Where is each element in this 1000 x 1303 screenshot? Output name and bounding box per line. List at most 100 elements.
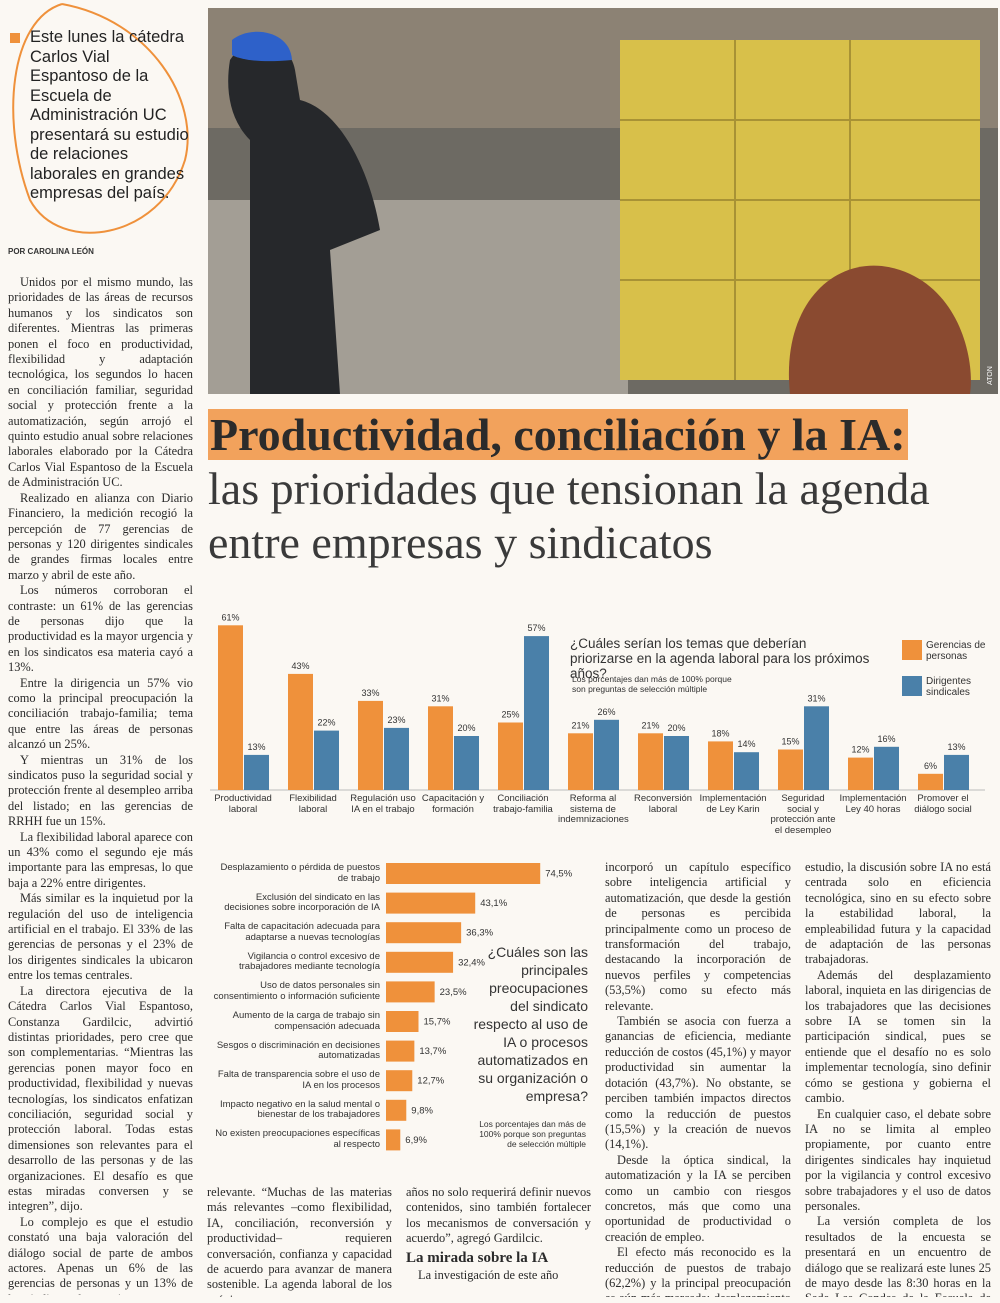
- value-label: 61%: [221, 612, 239, 622]
- bar: [386, 951, 454, 973]
- value-label: 33%: [361, 688, 379, 698]
- bar: [594, 719, 619, 790]
- bar: [874, 746, 899, 790]
- paragraph: Desde la óptica sindical, la automatizac…: [605, 1152, 791, 1244]
- paragraph: Y mientras un 31% de los sindicatos puso…: [8, 752, 193, 829]
- byline: POR CAROLINA LEÓN: [8, 247, 94, 256]
- paragraph: La flexibilidad laboral aparece con un 4…: [8, 829, 193, 890]
- lead-bullet: [10, 33, 20, 43]
- x-tick-label: Reconversión laboral: [633, 793, 693, 815]
- chart-note: Los porcentajes dan más de 100% porque s…: [572, 674, 732, 694]
- paragraph: La investigación de este año: [418, 1268, 559, 1283]
- paragraph: En cualquier caso, el debate sobre IA no…: [805, 1106, 991, 1213]
- column: relevante. “Muchas de las materias más r…: [207, 1185, 392, 1297]
- bar: [386, 1070, 413, 1092]
- y-tick-label: Sesgos o discriminación en decisiones au…: [216, 1039, 380, 1062]
- value-label: 14%: [737, 739, 755, 749]
- y-tick-label: Falta de transparencia sobre el uso de I…: [217, 1069, 380, 1091]
- x-tick-label: Flexibilidad laboral: [289, 793, 337, 815]
- paragraph: Más similar es la inquietud por la regul…: [8, 891, 193, 983]
- bar: [386, 1099, 407, 1121]
- bar-chart: 61% 43% 33% 31% 25% 21% 21% 18% 15% 12% 6% 13% 22% 23…: [210, 600, 995, 845]
- value-label: 15%: [781, 737, 799, 747]
- bar: [638, 733, 663, 790]
- y-tick-label: Vigilancia o control excesivo de trabaja…: [238, 950, 380, 973]
- x-tick-label: Seguridad social y protección ante el de…: [770, 793, 836, 836]
- legend-label: Gerencias de personas: [926, 640, 986, 662]
- bar: [386, 1040, 415, 1062]
- y-tick-label: No existen preocupaciones específicas al…: [215, 1128, 380, 1150]
- chart-title: ¿Cuáles serían los temas que deberían pr…: [570, 636, 870, 681]
- value-label: 20%: [667, 723, 685, 733]
- hbar-chart: 74,5% 43,1% 36,3% 32,4% 23,5% 15,7% 13,7% 12,7%…: [210, 855, 600, 1165]
- bar: [314, 730, 339, 790]
- value-label: 20%: [457, 723, 475, 733]
- bar: [386, 863, 541, 884]
- value-label: 21%: [571, 720, 589, 730]
- headline: Productividad, conciliación y la IA: las…: [208, 408, 998, 570]
- paragraph: La versión completa de los resultados de…: [805, 1214, 991, 1297]
- value-label: 12,7%: [417, 1076, 444, 1087]
- paragraph: Unidos por el mismo mundo, las prioridad…: [8, 275, 193, 490]
- bar: [386, 981, 435, 1003]
- bar: [848, 757, 873, 790]
- x-tick-label: Implementación Ley 40 horas: [839, 793, 907, 815]
- value-label: 23,5%: [440, 987, 467, 998]
- y-tick-label: Exclusión del sindicato en las decisione…: [224, 891, 380, 914]
- bar: [454, 736, 479, 790]
- bar: [944, 754, 969, 790]
- y-tick-label: Falta de capacitación adecuada para adap…: [224, 921, 380, 943]
- value-label: 74,5%: [545, 869, 572, 880]
- bar: [386, 1129, 401, 1151]
- y-tick-label: Aumento de la carga de trabajo sin compe…: [232, 1010, 380, 1032]
- column: años no solo requerirá definir nuevos co…: [406, 1185, 591, 1297]
- bar: [386, 892, 476, 914]
- value-label: 18%: [711, 728, 729, 738]
- column: estudio, la discusión sobre IA no está c…: [805, 860, 991, 1297]
- bar: [804, 706, 829, 790]
- bar: [568, 733, 593, 790]
- paragraph: La directora ejecutiva de la Cátedra Car…: [8, 983, 193, 1214]
- lead: Este lunes la cátedra Carlos Vial Espant…: [30, 28, 189, 202]
- value-label: 31%: [431, 693, 449, 703]
- x-tick-label: Reforma al sistema de indemnizaciones: [558, 793, 629, 825]
- plot: 61% 43% 33% 31% 25% 21% 21% 18% 15% 12% 6% 13% 22% 23…: [210, 612, 985, 791]
- bar: [428, 706, 453, 790]
- value-label: 31%: [807, 693, 825, 703]
- value-label: 6,9%: [405, 1135, 427, 1146]
- x-tick-label: Implementación de Ley Karin: [699, 793, 767, 815]
- bar: [524, 636, 549, 790]
- value-label: 36,3%: [466, 928, 493, 939]
- paragraph: Entre la dirigencia un 57% vio como la p…: [8, 675, 193, 752]
- bar: [358, 700, 383, 790]
- value-label: 43%: [291, 661, 309, 671]
- bar: [218, 625, 243, 790]
- value-label: 13%: [247, 742, 265, 752]
- legend-swatch: [902, 676, 922, 696]
- photo: [208, 8, 998, 395]
- value-label: 15,7%: [423, 1017, 450, 1028]
- paragraph: relevante. “Muchas de las materias más r…: [207, 1185, 392, 1297]
- x-tick-label: Regulación uso IA en el trabajo: [350, 793, 416, 815]
- x-tick-label: Productividad laboral: [214, 793, 272, 815]
- x-tick-label: Capacitación y formación: [421, 793, 485, 815]
- photo-credit: ATON: [987, 366, 994, 385]
- bar: [386, 1011, 419, 1032]
- bar: [386, 922, 462, 944]
- value-label: 43,1%: [480, 898, 507, 909]
- headline-rest: las prioridades que tensionan la agenda …: [208, 463, 930, 568]
- subhead: La mirada sobre la IA: [406, 1249, 549, 1266]
- value-label: 12%: [851, 745, 869, 755]
- value-label: 16%: [877, 734, 895, 744]
- paragraph: Además del desplazamiento laboral, inqui…: [805, 967, 991, 1106]
- y-tick-label: Uso de datos personales sin consentimien…: [213, 980, 380, 1002]
- paragraph: Los números corroboran el contraste: un …: [8, 583, 193, 675]
- bar: [244, 754, 269, 790]
- value-label: 21%: [641, 720, 659, 730]
- value-label: 13%: [947, 742, 965, 752]
- plot: 74,5% 43,1% 36,3% 32,4% 23,5% 15,7% 13,7% 12,7%…: [386, 863, 573, 1151]
- value-label: 25%: [501, 710, 519, 720]
- paragraph: estudio, la discusión sobre IA no está c…: [805, 860, 991, 967]
